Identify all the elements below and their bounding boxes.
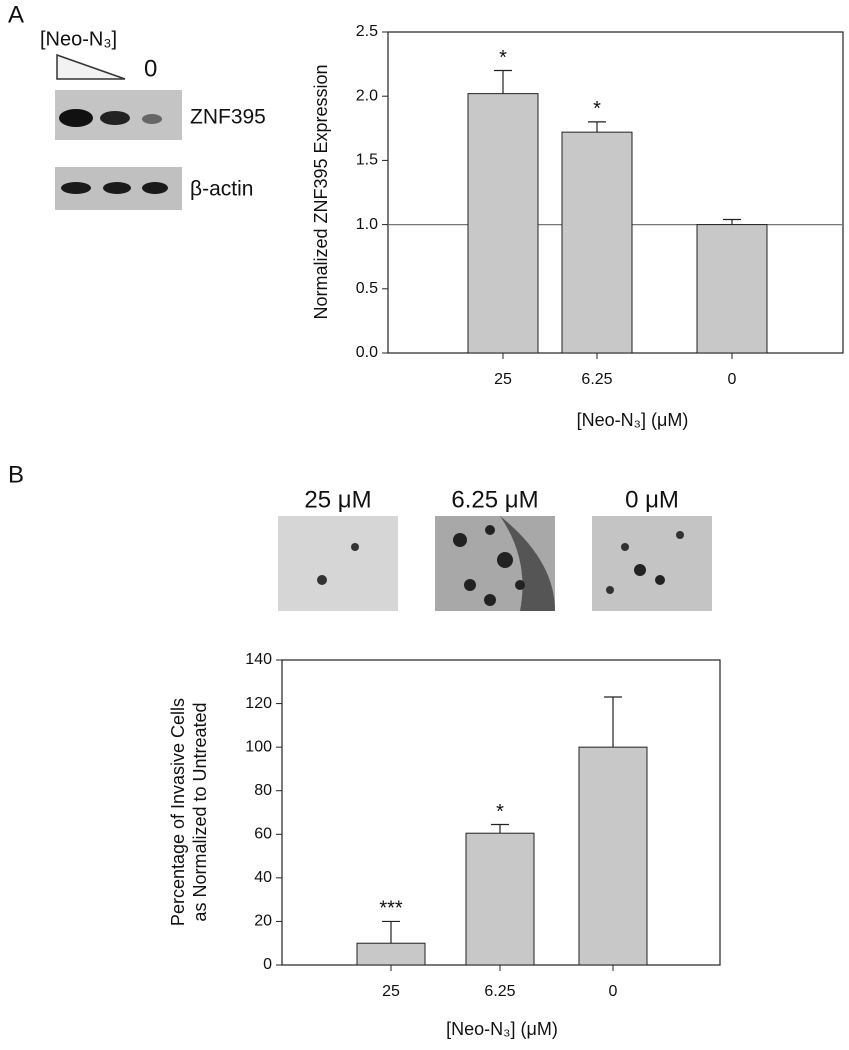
y-tick-label: 2.5 [356,23,378,40]
cell [351,543,359,551]
bar [356,942,426,966]
error-bar [723,218,741,225]
cell [676,531,684,539]
y-tick-label: 140 [245,651,272,668]
shadow [500,516,555,611]
y-tick-label: 0 [263,956,272,973]
bar [465,832,535,966]
y-axis-label: as Normalized to Untreated [190,702,210,921]
y-tick-label: 1.0 [356,216,378,233]
y-axis-label: Normalized ZNF395 Expression [311,64,331,319]
y-tick-label: 2.0 [356,87,378,104]
y-tick-label: 60 [254,826,272,843]
micrograph-label: 25 μM [304,486,371,513]
cell [497,552,513,568]
cell [485,525,495,535]
bar [467,93,539,354]
blot-band [61,182,91,194]
error-bar [604,696,622,748]
panel-label: A [8,1,24,28]
zero-label: 0 [144,55,157,82]
cell [515,580,525,590]
significance: *** [379,898,403,920]
y-tick-label: 40 [254,869,272,886]
micrograph [278,516,398,611]
blot-band [142,114,162,124]
significance: * [593,98,601,120]
error-bar [491,823,509,834]
x-tick-label: 6.25 [581,371,612,388]
blot-band [59,109,93,127]
y-tick-label: 0.5 [356,280,378,297]
micrograph [592,516,712,611]
cell [621,543,629,551]
x-tick-label: 0 [609,983,618,1000]
gradient-triangle [56,53,126,80]
band-label: ZNF395 [190,106,266,129]
x-axis-label: [Neo-N₃] (μM) [446,1019,558,1039]
error-bar [588,121,606,133]
micrograph-label: 0 μM [625,486,679,513]
band-label: β-actin [190,178,253,201]
error-bar [494,69,512,94]
error-bar [382,920,400,944]
bar [561,131,633,354]
bar [696,224,768,354]
x-tick-label: 6.25 [484,983,515,1000]
y-tick-label: 80 [254,782,272,799]
x-tick-label: 25 [494,371,512,388]
cell [655,575,665,585]
cell [484,594,496,606]
y-tick-label: 120 [245,695,272,712]
x-tick-label: 25 [382,983,400,1000]
y-tick-label: 20 [254,913,272,930]
cell [453,533,467,547]
cell [606,586,614,594]
bar [578,746,648,966]
y-axis-label: Percentage of Invasive Cells [168,698,188,926]
blot-band [142,182,168,194]
x-axis-label: [Neo-N₃] (μM) [577,410,689,430]
cell [464,579,476,591]
y-tick-label: 0.0 [356,344,378,361]
y-tick-label: 100 [245,738,272,755]
x-tick-label: 0 [728,371,737,388]
blot-band [103,182,131,194]
blot-band [100,111,130,125]
micrograph-label: 6.25 μM [451,486,538,513]
cell [634,564,646,576]
panel-label: B [8,461,24,488]
significance: * [499,47,507,69]
cell [317,575,327,585]
treatment-label: [Neo-N₃] [40,28,117,50]
y-tick-label: 1.5 [356,152,378,169]
significance: * [496,801,504,823]
